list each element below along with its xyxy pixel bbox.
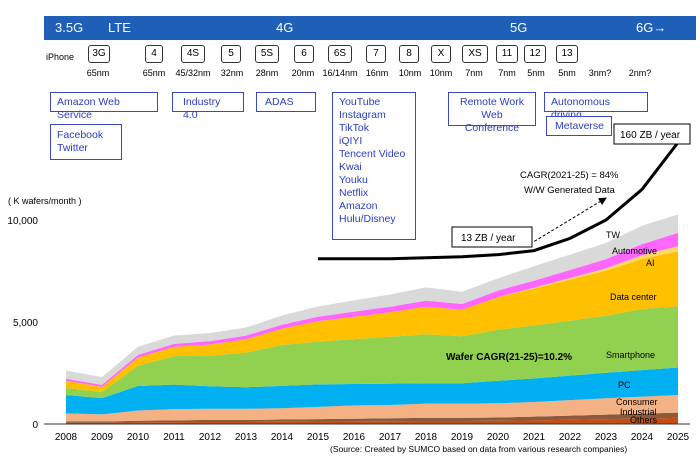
iphone-model-box: 6	[294, 45, 314, 63]
area-series-tw	[66, 214, 678, 385]
service-box-metaverse: Metaverse	[546, 116, 612, 136]
service-box-aws: Amazon Web Service	[50, 92, 158, 121]
process-node-label: 10nm	[398, 68, 422, 78]
process-node-label: 45/32nm	[175, 68, 211, 78]
x-tick-label: 2014	[271, 432, 294, 443]
area-series-data-center	[66, 251, 678, 392]
area-series-consumer	[66, 395, 678, 422]
wafer-cagr-label: Wafer CAGR(21-25)=10.2%	[446, 352, 572, 363]
process-node-label: 28nm	[255, 68, 279, 78]
x-tick-label: 2024	[631, 432, 654, 443]
iphone-model-box: 7	[366, 45, 386, 63]
legend-label-automotive: Automotive	[612, 246, 657, 256]
cagr-arrow	[529, 197, 607, 245]
y-tick-label: 10,000	[7, 216, 38, 227]
x-tick-label: 2009	[91, 432, 114, 443]
iphone-model-box: 8	[399, 45, 419, 63]
process-node-label: 5nm	[527, 68, 545, 78]
iphone-model-box: 4	[145, 45, 163, 63]
iphone-model-box: 12	[524, 45, 546, 63]
iphone-model-box: 6S	[328, 45, 352, 63]
legend-label-data-center: Data center	[610, 292, 657, 302]
y-tick-label: 5,000	[13, 318, 38, 329]
process-node-label: 3nm?	[588, 68, 612, 78]
legend-label-tw: TW	[606, 230, 620, 240]
iphone-model-box: XS	[462, 45, 488, 63]
zb-start-label: 13 ZB / year	[461, 233, 516, 244]
y-tick-label: 0	[32, 420, 38, 431]
x-tick-label: 2020	[487, 432, 510, 443]
gen-label-4g: 4G	[276, 20, 294, 35]
x-tick-label: 2019	[451, 432, 474, 443]
process-node-label: 7nm	[465, 68, 483, 78]
iphone-model-box: 5	[221, 45, 241, 63]
area-series-pc	[66, 367, 678, 415]
process-node-label: 65nm	[86, 68, 110, 78]
legend-label-pc: PC	[618, 380, 631, 390]
area-series-others	[66, 417, 678, 424]
service-box-industry: Industry 4.0	[172, 92, 244, 121]
gen-label-5g: 5G	[510, 20, 528, 35]
x-tick-label: 2016	[343, 432, 366, 443]
x-tick-label: 2022	[559, 432, 582, 443]
data-growth-line	[318, 141, 680, 261]
iphone-model-box: 4S	[181, 45, 205, 63]
iphone-model-box: 3G	[88, 45, 110, 63]
process-node-label: 20nm	[291, 68, 315, 78]
x-tick-label: 2008	[55, 432, 78, 443]
area-series-smartphone	[66, 306, 678, 399]
legend-label-consumer: Consumer	[616, 397, 658, 407]
service-box-facebook: Facebook Twitter	[50, 124, 122, 160]
service-box-remote-work: Remote Work Web Conference	[448, 92, 536, 134]
process-node-label: 16nm	[365, 68, 389, 78]
x-tick-label: 2021	[523, 432, 546, 443]
process-node-label: 2nm?	[628, 68, 652, 78]
ww-data-label: W/W Generated Data	[524, 185, 616, 196]
x-tick-label: 2013	[235, 432, 258, 443]
iphone-model-box: 13	[556, 45, 578, 63]
process-node-label: 16/14nm	[322, 68, 358, 78]
x-tick-label: 2017	[379, 432, 402, 443]
iphone-row-label: iPhone	[46, 52, 75, 62]
legend-label-others: Others	[630, 415, 658, 425]
legend-label-smartphone: Smartphone	[606, 350, 655, 360]
source-note: (Source: Created by SUMCO based on data …	[330, 444, 627, 454]
x-tick-label: 2025	[667, 432, 690, 443]
area-series-automotive	[66, 232, 678, 387]
iphone-model-box: X	[431, 45, 451, 63]
process-node-label: 7nm	[498, 68, 516, 78]
service-box-autonomous: Autonomous driving	[544, 92, 648, 121]
legend-label-industrial: Industrial	[620, 407, 657, 417]
x-tick-label: 2023	[595, 432, 618, 443]
service-box-adas: ADAS	[256, 92, 316, 112]
process-node-label: 32nm	[220, 68, 244, 78]
x-tick-label: 2015	[307, 432, 330, 443]
gen-label-6g: 6G→	[636, 20, 667, 35]
gen-label-3-5g: 3.5G	[55, 20, 84, 35]
iphone-model-box: 5S	[255, 45, 279, 63]
zb-start-box	[451, 226, 533, 248]
process-node-label: 5nm	[558, 68, 576, 78]
iphone-model-box: 11	[496, 45, 518, 63]
zb-end-label: 160 ZB / year	[620, 130, 681, 141]
y-axis-title: ( K wafers/month )	[8, 196, 82, 206]
x-tick-label: 2011	[163, 432, 185, 443]
process-node-label: 10nm	[429, 68, 453, 78]
area-series-industrial	[66, 412, 678, 423]
network-generation-bar: 3.5G LTE 4G 5G 6G→	[44, 16, 696, 40]
process-node-label: 65nm	[142, 68, 166, 78]
service-box-streaming: YouTube Instagram TikTok iQIYI Tencent V…	[332, 92, 416, 240]
x-tick-label: 2012	[199, 432, 222, 443]
x-tick-label: 2010	[127, 432, 150, 443]
zb-end-box	[613, 123, 691, 145]
gen-label-lte: LTE	[108, 20, 131, 35]
x-tick-label: 2018	[415, 432, 438, 443]
data-cagr-label: CAGR(2021-25) = 84%	[520, 170, 619, 181]
legend-label-ai: AI	[646, 258, 655, 268]
